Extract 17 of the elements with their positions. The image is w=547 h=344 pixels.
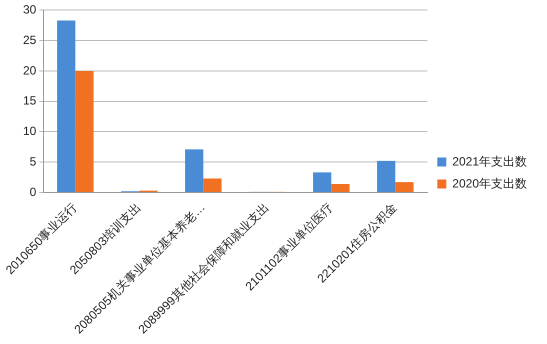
bar [395, 182, 414, 192]
bar [57, 20, 76, 192]
y-tick-label: 10 [22, 124, 37, 138]
bar [185, 149, 204, 192]
y-tick-label: 20 [22, 63, 37, 78]
y-tick-label: 30 [22, 2, 37, 17]
bar [203, 178, 222, 192]
legend-label: 2020年支出数 [452, 176, 528, 190]
y-tick-label: 0 [30, 184, 37, 199]
y-tick-label: 25 [22, 32, 37, 47]
legend-label: 2021年支出数 [452, 154, 528, 168]
y-tick-label: 15 [22, 94, 37, 108]
bar [331, 184, 350, 192]
bar [377, 160, 396, 192]
bar [313, 172, 332, 192]
bar [75, 70, 94, 192]
y-tick-label: 5 [30, 154, 37, 168]
